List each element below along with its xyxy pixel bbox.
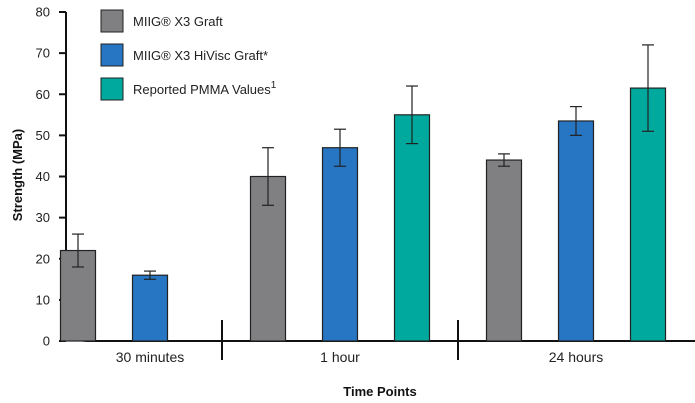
y-tick-label: 0 bbox=[43, 334, 50, 349]
y-tick-label: 20 bbox=[36, 251, 50, 266]
legend-swatch bbox=[100, 43, 124, 67]
legend-swatch bbox=[100, 9, 124, 33]
legend-label: MIIG® X3 HiVisc Graft* bbox=[133, 48, 268, 63]
bar bbox=[485, 159, 523, 342]
bar bbox=[557, 120, 595, 342]
bar bbox=[393, 114, 431, 342]
legend-label: Reported PMMA Values1 bbox=[133, 80, 277, 97]
error-bars bbox=[72, 44, 654, 280]
category-label: 24 hours bbox=[549, 349, 603, 365]
y-tick-label: 10 bbox=[36, 292, 50, 307]
y-tick-label: 30 bbox=[36, 210, 50, 225]
x-axis-title: Time Points bbox=[343, 384, 416, 399]
y-tick-label: 40 bbox=[36, 169, 50, 184]
labels: 0 10 20 30 40 50 60 70 80 30 minutes 1 hour 24 hour… bbox=[10, 5, 603, 400]
category-label: 1 hour bbox=[320, 349, 360, 365]
legend-swatch bbox=[100, 77, 124, 101]
y-tick-label: 60 bbox=[36, 87, 50, 102]
category-label: 30 minutes bbox=[116, 349, 184, 365]
bars bbox=[59, 87, 667, 342]
y-axis-title: Strength (MPa) bbox=[10, 129, 25, 221]
bar bbox=[321, 147, 359, 342]
y-tick-label: 70 bbox=[36, 46, 50, 61]
legend-superscript: 1 bbox=[271, 80, 277, 91]
y-tick-label: 50 bbox=[36, 128, 50, 143]
y-tick-label: 80 bbox=[36, 5, 50, 20]
legend: MIIG® X3 Graft MIIG® X3 HiVisc Graft* Repo… bbox=[100, 9, 277, 101]
bar bbox=[131, 274, 169, 342]
legend-label: MIIG® X3 Graft bbox=[133, 14, 223, 29]
